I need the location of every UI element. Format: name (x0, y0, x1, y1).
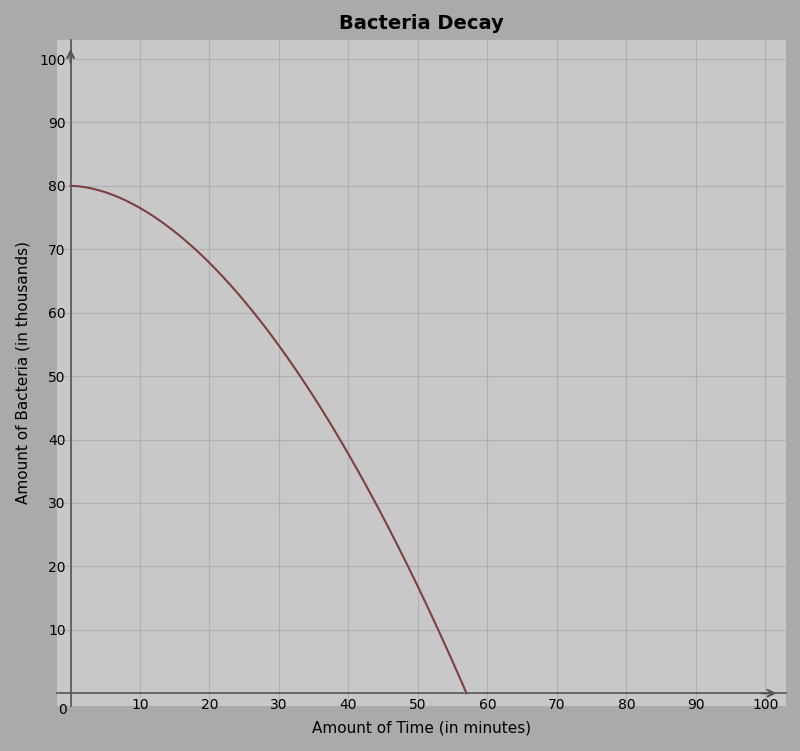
Title: Bacteria Decay: Bacteria Decay (339, 14, 504, 33)
X-axis label: Amount of Time (in minutes): Amount of Time (in minutes) (312, 720, 531, 735)
Text: 0: 0 (58, 703, 67, 716)
Y-axis label: Amount of Bacteria (in thousands): Amount of Bacteria (in thousands) (16, 242, 31, 505)
